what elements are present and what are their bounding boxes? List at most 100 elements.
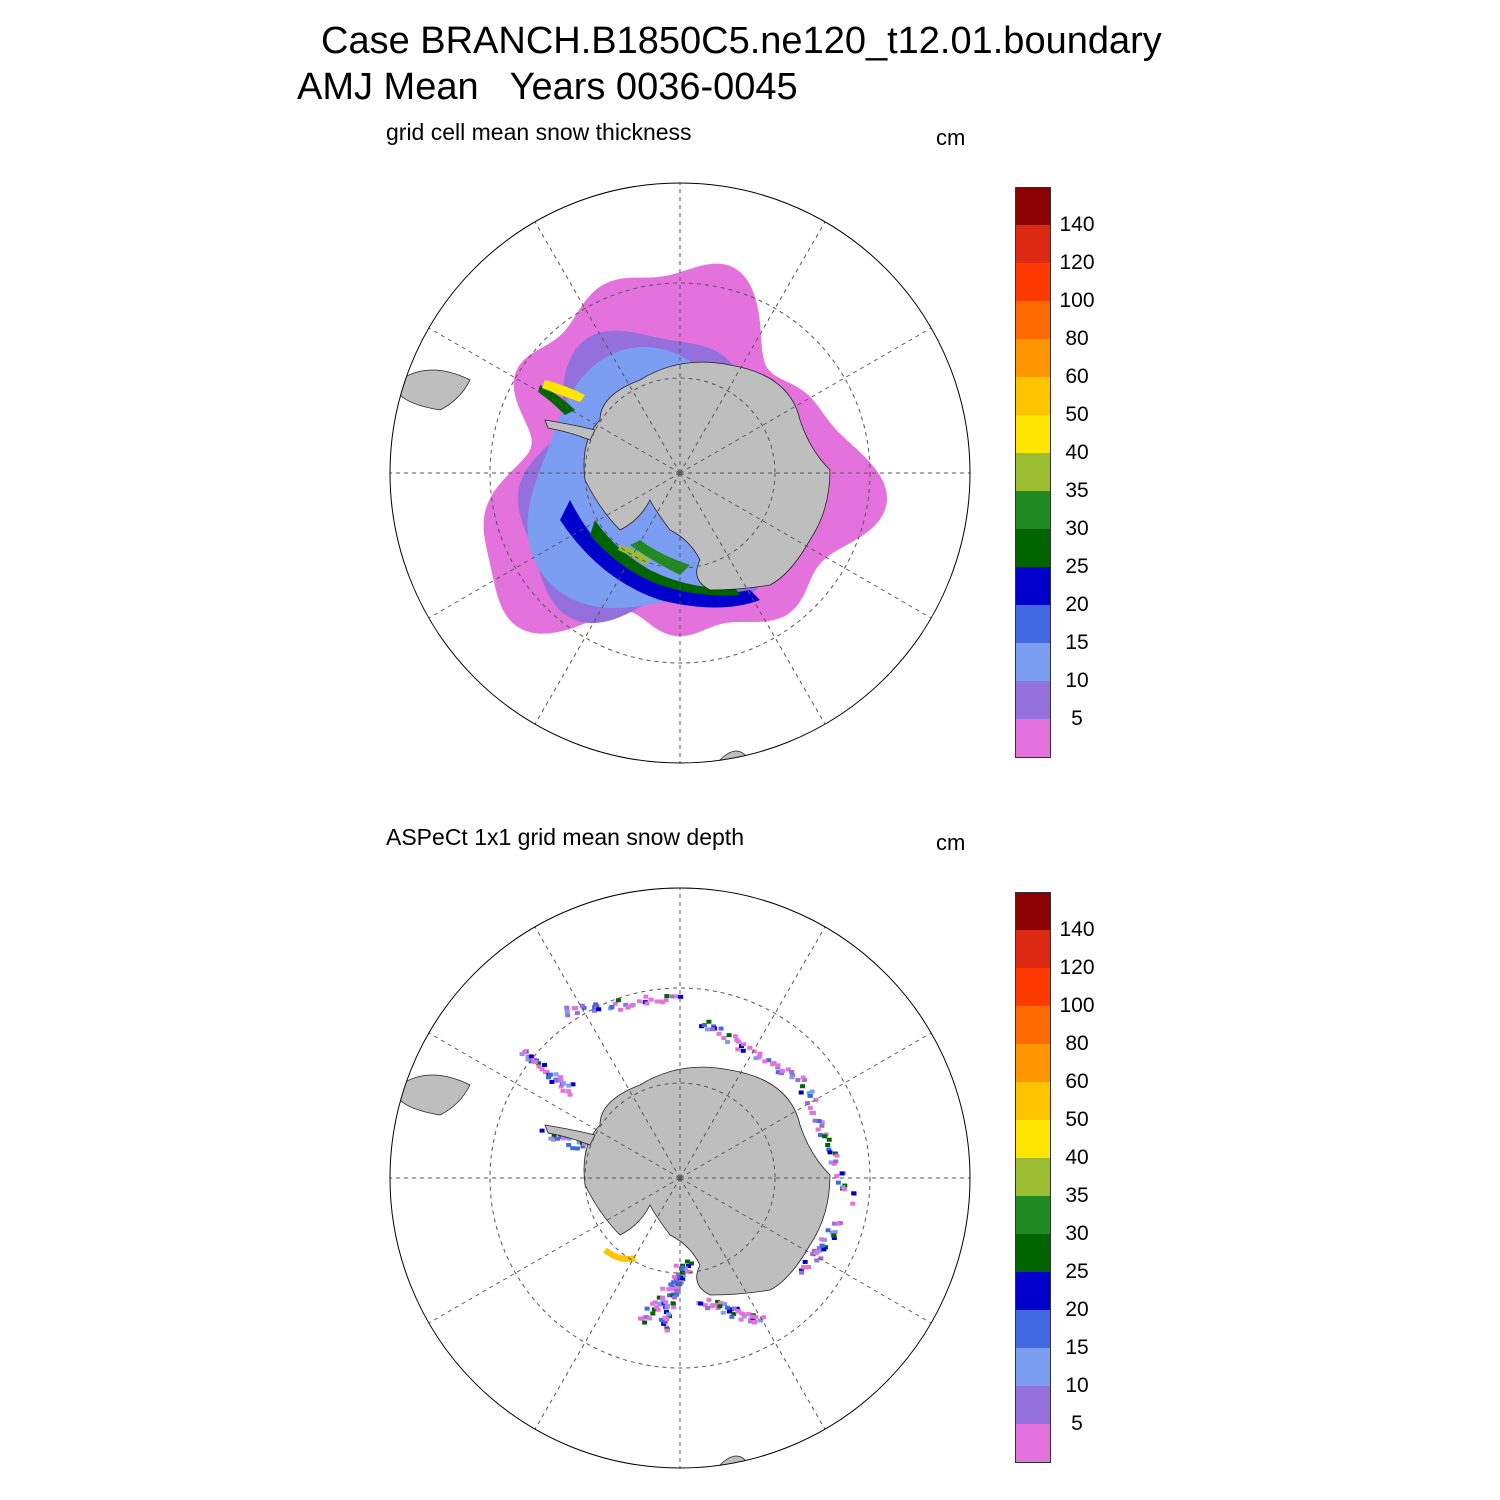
obs-cell	[734, 1306, 740, 1311]
obs-cell	[663, 998, 669, 1003]
colorbar-swatch	[1015, 187, 1051, 227]
obs-cell	[567, 1092, 573, 1097]
colorbar-label: 15	[1065, 631, 1089, 654]
obs-cell	[684, 1259, 690, 1264]
obs-cell	[819, 1243, 825, 1248]
obs-cell	[570, 1082, 576, 1087]
obs-cell	[674, 1289, 680, 1294]
obs-cell	[790, 1073, 796, 1078]
latitude-circle	[489, 282, 871, 664]
obs-cell	[717, 1304, 723, 1309]
obs-cell	[758, 1318, 764, 1323]
obs-cell	[831, 1221, 837, 1226]
obs-cell	[716, 1031, 722, 1036]
obs-cell	[665, 1304, 671, 1309]
obs-cell	[558, 1075, 564, 1080]
colorbar-swatch	[1015, 339, 1051, 378]
meridian-line	[534, 926, 681, 1179]
obs-cell	[806, 1091, 812, 1096]
obs-cell	[561, 1136, 567, 1141]
south-america	[399, 1074, 471, 1116]
meridian-line	[534, 221, 681, 474]
obs-cell	[839, 1171, 845, 1176]
obs-cell	[644, 1001, 650, 1006]
antarctic-peninsula	[544, 419, 596, 441]
obs-cell	[671, 1280, 677, 1285]
obs-cell	[656, 1295, 662, 1300]
obs-cell	[799, 1270, 805, 1275]
obs-cell	[642, 1320, 648, 1325]
obs-cell	[775, 1070, 781, 1075]
colorbar-swatch	[1015, 968, 1051, 1007]
obs-cell	[740, 1048, 746, 1053]
obs-cell	[812, 1118, 818, 1123]
obs-cell	[673, 1263, 679, 1268]
weddell-snow-high	[542, 380, 585, 402]
obs-cell	[576, 1140, 582, 1145]
meridian-line	[679, 472, 826, 725]
obs-cell	[644, 1315, 650, 1320]
obs-cell	[553, 1072, 559, 1077]
colorbar-label: 35	[1065, 1184, 1089, 1207]
colorbar-label: 25	[1065, 555, 1089, 578]
colorbar-swatch	[1015, 1082, 1051, 1121]
obs-cell	[815, 1127, 821, 1132]
meridian-line	[679, 221, 826, 474]
obs-cell	[795, 1078, 801, 1083]
obs-cell	[539, 1067, 545, 1072]
obs-cell	[558, 1078, 564, 1083]
latitude-circle	[489, 987, 871, 1369]
obs-cell	[798, 1268, 804, 1273]
obs-cell	[593, 1002, 599, 1007]
map-content	[399, 263, 888, 763]
obs-cell	[560, 1081, 566, 1086]
obs-cell	[551, 1137, 557, 1142]
obs-cell	[831, 1161, 837, 1166]
snow-20cm-band	[560, 500, 760, 608]
obs-cell	[615, 998, 621, 1003]
obs-cell	[662, 1319, 668, 1324]
obs-cell	[528, 1054, 534, 1059]
graticule	[390, 888, 970, 1468]
south-america	[399, 369, 471, 411]
colorbar-label: 50	[1065, 1108, 1089, 1131]
obs-cell	[536, 1061, 542, 1066]
obs-cell	[671, 1305, 677, 1310]
obs-cell	[678, 994, 684, 999]
obs-cell	[778, 1071, 784, 1076]
obs-cell	[823, 1245, 829, 1250]
colorbar-swatch	[1015, 1158, 1051, 1197]
meridian-line	[534, 1177, 681, 1430]
colorbar-label: 60	[1065, 1070, 1089, 1093]
snow-25cm-band	[590, 520, 740, 596]
obs-cell	[834, 1153, 840, 1158]
obs-cell	[650, 1311, 656, 1316]
panel1-units: cm	[936, 125, 966, 150]
obs-cell	[673, 1279, 679, 1284]
colorbar-label: 30	[1065, 1222, 1089, 1245]
obs-cell	[647, 1316, 653, 1321]
colorbar-label: 20	[1065, 1298, 1089, 1321]
obs-cell	[542, 1062, 548, 1067]
obs-cell	[522, 1049, 528, 1054]
colorbar-swatch	[1015, 605, 1051, 644]
obs-cell	[682, 1266, 688, 1271]
obs-cell	[581, 1005, 587, 1010]
colorbar-swatch	[1015, 1044, 1051, 1083]
obs-cell	[766, 1058, 772, 1063]
colorbar-label: 40	[1065, 1146, 1089, 1169]
map-content	[399, 994, 857, 1468]
obs-cell	[549, 1079, 555, 1084]
obs-cell	[667, 1293, 673, 1298]
colorbar-swatch	[1015, 567, 1051, 606]
obs-cell	[658, 1317, 664, 1322]
obs-cell	[666, 1287, 672, 1292]
colorbar-label: 140	[1059, 213, 1095, 236]
obs-cell	[664, 1310, 670, 1315]
obs-cell	[654, 1305, 660, 1310]
obs-cell	[731, 1306, 737, 1311]
obs-cell	[663, 1300, 669, 1305]
obs-cell	[573, 1006, 579, 1011]
colorbar-swatch	[1015, 719, 1051, 758]
